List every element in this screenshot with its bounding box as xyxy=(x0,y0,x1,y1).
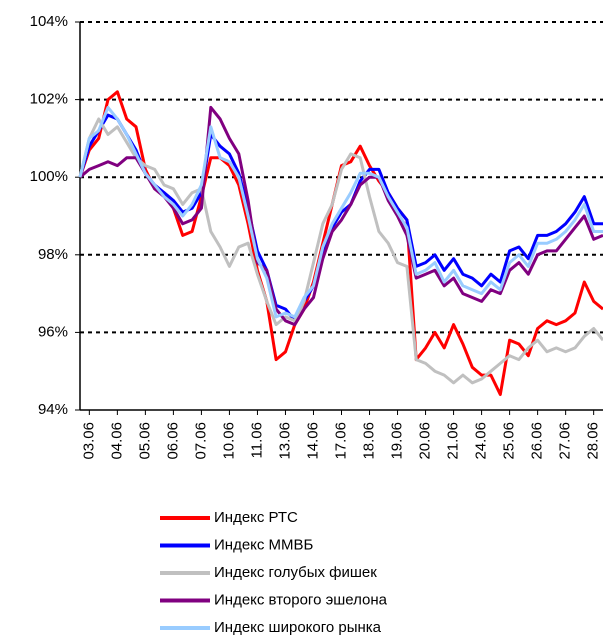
x-tick-label: 18.06 xyxy=(360,422,377,460)
x-tick-label: 14.06 xyxy=(304,422,321,460)
x-tick-label: 07.06 xyxy=(192,422,209,460)
legend-label: Индекс РТС xyxy=(214,509,298,526)
legend-label: Индекс голубых фишек xyxy=(214,564,377,581)
y-tick-label: 102% xyxy=(30,91,68,108)
legend-label: Индекс второго эшелона xyxy=(214,591,388,608)
x-tick-label: 05.06 xyxy=(136,422,153,460)
series-line xyxy=(78,117,603,385)
y-tick-label: 96% xyxy=(38,323,68,340)
x-tick-label: 20.06 xyxy=(417,422,434,460)
x-tick-label: 26.06 xyxy=(529,422,546,460)
legend-label: Индекс широкого рынка xyxy=(214,619,382,636)
x-tick-label: 03.06 xyxy=(80,422,97,460)
legend-label: Индекс ММВБ xyxy=(214,536,314,553)
y-tick-label: 104% xyxy=(30,13,68,30)
x-tick-label: 28.06 xyxy=(585,422,602,460)
x-tick-label: 13.06 xyxy=(276,422,293,460)
x-tick-label: 06.06 xyxy=(164,422,181,460)
x-tick-label: 25.06 xyxy=(501,422,518,460)
x-tick-label: 04.06 xyxy=(108,422,125,460)
x-tick-label: 19.06 xyxy=(389,422,406,460)
y-tick-label: 94% xyxy=(38,401,68,418)
x-tick-label: 11.06 xyxy=(248,422,265,458)
x-tick-label: 24.06 xyxy=(473,422,490,460)
series-line xyxy=(78,90,603,396)
y-tick-label: 100% xyxy=(30,168,68,185)
y-tick-label: 98% xyxy=(38,246,68,263)
x-tick-label: 27.06 xyxy=(557,422,574,460)
series-line xyxy=(79,105,603,327)
series-line xyxy=(78,105,603,319)
x-tick-label: 10.06 xyxy=(220,422,237,460)
series-line xyxy=(78,113,603,323)
x-tick-label: 21.06 xyxy=(445,422,462,460)
x-tick-label: 17.06 xyxy=(332,422,349,460)
